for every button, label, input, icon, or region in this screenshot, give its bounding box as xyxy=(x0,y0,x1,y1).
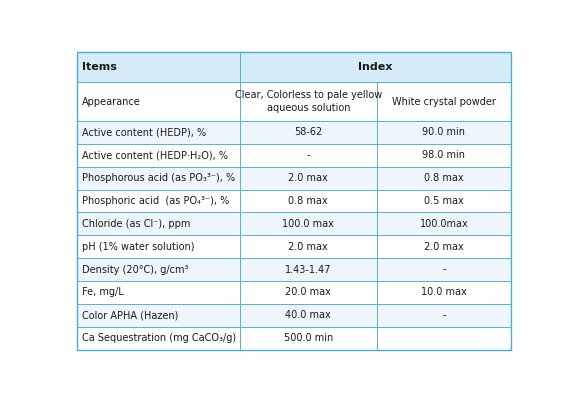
Text: -: - xyxy=(307,150,310,160)
Text: 2.0 max: 2.0 max xyxy=(424,242,464,252)
Text: Appearance: Appearance xyxy=(82,97,140,107)
Bar xyxy=(240,327,377,349)
Text: Color APHA (Hazen): Color APHA (Hazen) xyxy=(82,310,178,320)
Bar xyxy=(77,82,240,121)
Text: Chloride (as Cl⁻), ppm: Chloride (as Cl⁻), ppm xyxy=(82,219,190,229)
Text: Phosphoric acid  (as PO₄³⁻), %: Phosphoric acid (as PO₄³⁻), % xyxy=(82,196,229,206)
Bar xyxy=(377,304,511,327)
Bar xyxy=(240,121,377,144)
Bar xyxy=(240,235,377,258)
Bar xyxy=(240,281,377,304)
Text: Ca Sequestration (mg CaCO₃/g): Ca Sequestration (mg CaCO₃/g) xyxy=(82,333,236,343)
Text: 0.8 max: 0.8 max xyxy=(424,173,464,183)
Text: 0.8 max: 0.8 max xyxy=(289,196,328,206)
Bar xyxy=(377,258,511,281)
Text: Active content (HEDP), %: Active content (HEDP), % xyxy=(82,127,205,137)
Text: 100.0 max: 100.0 max xyxy=(282,219,334,229)
Bar xyxy=(377,167,511,189)
Bar xyxy=(377,213,511,235)
Text: Items: Items xyxy=(82,62,117,72)
Text: Phosphorous acid (as PO₃³⁻), %: Phosphorous acid (as PO₃³⁻), % xyxy=(82,173,235,183)
Text: 98.0 min: 98.0 min xyxy=(422,150,466,160)
Bar xyxy=(240,258,377,281)
Bar xyxy=(377,144,511,167)
Bar xyxy=(77,258,240,281)
Text: -: - xyxy=(442,310,446,320)
Bar xyxy=(77,304,240,327)
Text: Index: Index xyxy=(358,62,393,72)
Bar xyxy=(77,144,240,167)
Text: 40.0 max: 40.0 max xyxy=(285,310,331,320)
Text: 90.0 min: 90.0 min xyxy=(422,127,466,137)
Text: Fe, mg/L: Fe, mg/L xyxy=(82,287,123,297)
Bar xyxy=(240,189,377,213)
Bar xyxy=(240,167,377,189)
Bar xyxy=(77,167,240,189)
Text: 58-62: 58-62 xyxy=(294,127,323,137)
Bar xyxy=(240,144,377,167)
Text: 1.43-1.47: 1.43-1.47 xyxy=(285,265,331,275)
Text: 10.0 max: 10.0 max xyxy=(421,287,467,297)
Bar xyxy=(77,327,240,349)
Bar xyxy=(77,189,240,213)
Bar xyxy=(377,82,511,121)
Bar xyxy=(377,327,511,349)
Bar xyxy=(377,189,511,213)
Text: 20.0 max: 20.0 max xyxy=(285,287,331,297)
Text: 2.0 max: 2.0 max xyxy=(288,242,328,252)
Bar xyxy=(240,53,511,82)
Text: 100.0max: 100.0max xyxy=(420,219,468,229)
Text: pH (1% water solution): pH (1% water solution) xyxy=(82,242,194,252)
Bar xyxy=(77,53,240,82)
Bar xyxy=(240,82,377,121)
Text: 2.0 max: 2.0 max xyxy=(288,173,328,183)
Bar xyxy=(77,281,240,304)
Bar xyxy=(377,281,511,304)
Text: White crystal powder: White crystal powder xyxy=(392,97,496,107)
Bar xyxy=(377,235,511,258)
Text: 500.0 min: 500.0 min xyxy=(284,333,333,343)
Bar xyxy=(240,304,377,327)
Text: Active content (HEDP·H₂O), %: Active content (HEDP·H₂O), % xyxy=(82,150,227,160)
Bar xyxy=(77,235,240,258)
Bar xyxy=(77,213,240,235)
Text: -: - xyxy=(442,265,446,275)
Text: Clear, Colorless to pale yellow
aqueous solution: Clear, Colorless to pale yellow aqueous … xyxy=(235,90,382,113)
Text: 0.5 max: 0.5 max xyxy=(424,196,464,206)
Bar xyxy=(240,213,377,235)
Text: Density (20°C), g/cm³: Density (20°C), g/cm³ xyxy=(82,265,188,275)
Bar xyxy=(377,121,511,144)
Bar xyxy=(77,121,240,144)
